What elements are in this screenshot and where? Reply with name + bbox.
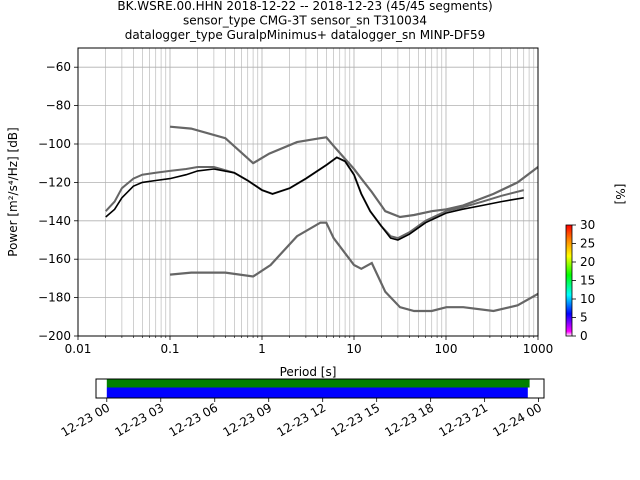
y-axis-label: Power [m²/s⁴/Hz] [dB]	[6, 127, 20, 256]
y-tick-label: −160	[38, 252, 71, 266]
noise-model-nlnm	[169, 221, 538, 313]
x-tick-label: 0.01	[65, 342, 92, 356]
x-tick-label: 0.1	[160, 342, 179, 356]
x-axis: 0.01 0.1 1 10 100 1000	[65, 336, 554, 356]
colorbar-tick-label: 0	[580, 329, 588, 343]
x-tick-label: 1	[258, 342, 266, 356]
psd-plot-area: 0.01 0.1 1 10 100 1000 −200 −180 −160 −140 −120 −1…	[38, 47, 554, 356]
colorbar-gradient	[565, 224, 573, 337]
mode-curve	[105, 156, 524, 241]
x-tick-label: 10	[346, 342, 361, 356]
timeline-data-bar	[106, 379, 530, 388]
timeline-tick-label: 12-23 18	[382, 400, 436, 439]
timeline-tick-label: 12-23 12	[274, 400, 328, 439]
timeline-panel: 12-23 00 12-23 03 12-23 06 12-23 09 12-23 12…	[59, 378, 545, 440]
y-tick-label: −140	[38, 214, 71, 228]
timeline-psd-bar	[106, 387, 528, 398]
timeline-bars	[106, 379, 530, 398]
y-tick-label: −80	[46, 99, 71, 113]
timeline-tick-label: 12-24 00	[490, 400, 544, 439]
timeline-x-axis: 12-23 00 12-23 03 12-23 06 12-23 09 12-23 12…	[59, 398, 544, 440]
timeline-tick-label: 12-23 09	[220, 400, 274, 439]
colorbar-tick-label: 10	[580, 292, 595, 306]
chart-title-line-3: datalogger_type GuralpMinimus+ datalogge…	[125, 28, 486, 42]
x-tick-label: 1000	[523, 342, 554, 356]
y-tick-label: −60	[46, 60, 71, 74]
colorbar-ticks: 0 5 10 15 20 25 30	[572, 218, 595, 343]
y-axis: −200 −180 −160 −140 −120 −100 −80 −60	[38, 60, 78, 343]
colorbar-tick-label: 30	[580, 218, 595, 232]
colorbar: 0 5 10 15 20 25 30 [%]	[565, 184, 627, 343]
x-tick-label: 100	[435, 342, 458, 356]
y-tick-label: −100	[38, 137, 71, 151]
colorbar-tick-label: 5	[580, 311, 588, 325]
timeline-tick-label: 12-23 15	[328, 400, 382, 439]
x-axis-label: Period [s]	[280, 365, 337, 379]
timeline-tick-label: 12-23 06	[167, 400, 221, 439]
y-tick-label: −180	[38, 291, 71, 305]
colorbar-label: [%]	[613, 184, 627, 205]
colorbar-tick-label: 20	[580, 255, 595, 269]
y-tick-label: −200	[38, 329, 71, 343]
plot-background	[78, 48, 538, 336]
timeline-tick-label: 12-23 00	[59, 400, 113, 439]
colorbar-tick-label: 25	[580, 237, 595, 251]
chart-title-line-2: sensor_type CMG-3T sensor_sn T310034	[183, 14, 427, 28]
noise-model-nhnm	[169, 125, 538, 219]
reference-curves	[104, 125, 538, 313]
colorbar-tick-label: 15	[580, 274, 595, 288]
grid-lines	[77, 48, 538, 337]
plot-frame	[77, 47, 539, 337]
chart-title-line-1: BK.WSRE.00.HHN 2018-12-22 -- 2018-12-23 …	[117, 0, 492, 13]
y-tick-label: −120	[38, 175, 71, 189]
timeline-tick-label: 12-23 03	[113, 400, 167, 439]
timeline-tick-label: 12-23 21	[436, 400, 490, 439]
